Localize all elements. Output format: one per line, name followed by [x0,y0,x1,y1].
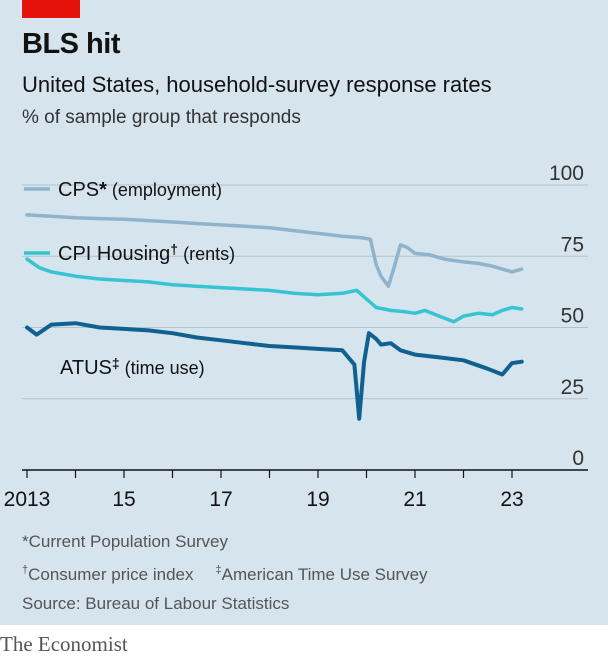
series-labels: CPS* (employment) CPI Housing† (rents) ATU… [24,179,235,379]
economist-logo-text: The Economist [0,632,128,656]
y-tick-label-75: 75 [561,233,584,256]
series-label-cpi: CPI Housing† (rents) [58,241,235,265]
footnote-cpi-atus: †Consumer price index ‡American Time Use … [22,564,428,584]
series-line-cpi [25,257,524,324]
brand-red-tag [22,0,80,18]
unit-label: % of sample group that responds [22,107,301,128]
y-tick-label-50: 50 [561,305,584,328]
chart-subtitle: United States, household-survey response… [22,72,492,97]
x-tick-label-19: 19 [306,488,329,511]
x-tick-label-2013: 2013 [4,488,51,511]
series-label-cps: CPS* (employment) [58,179,222,201]
series-line-cps [25,213,524,288]
x-axis: 2013 15 17 19 21 23 [4,470,524,511]
y-tick-label-0: 0 [572,447,584,470]
y-tick-label-25: 25 [561,376,584,399]
grid-layer: 0 25 50 75 100 [22,162,588,471]
x-tick-label-17: 17 [209,488,232,511]
y-tick-label-100: 100 [549,162,584,185]
series-label-atus: ATUS‡ (time use) [60,355,205,379]
line-chart: 0 25 50 75 100 2013 15 17 19 21 23 CPS* (employme… [4,162,588,511]
series-line-atus [25,321,524,421]
chart-title: BLS hit [22,28,121,60]
source-note: Source: Bureau of Labour Statistics [22,594,290,613]
x-tick-label-15: 15 [112,488,135,511]
footnote-cps: *Current Population Survey [22,532,229,551]
footnotes: *Current Population Survey †Consumer pri… [22,527,428,618]
series-layer [25,213,524,421]
x-tick-label-23: 23 [500,488,523,511]
x-tick-label-21: 21 [403,488,426,511]
chart-panel [0,0,608,625]
